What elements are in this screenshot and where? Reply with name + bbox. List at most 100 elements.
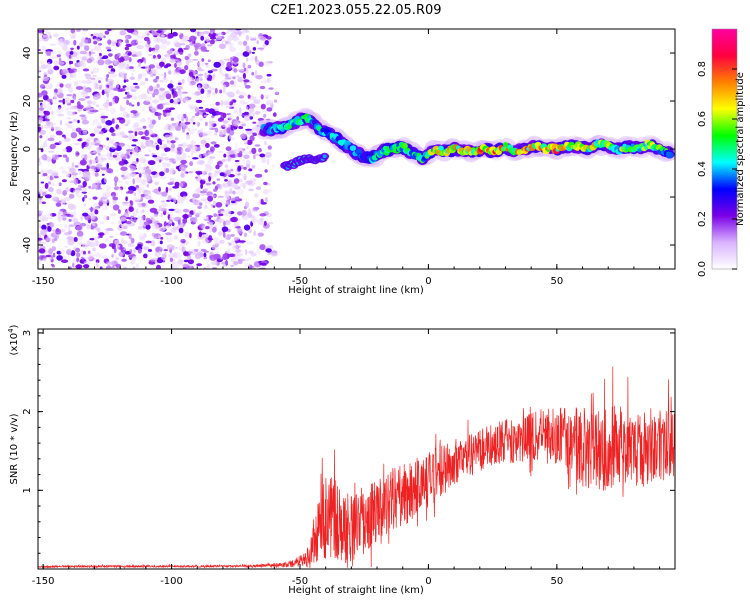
noise-speckle (227, 123, 231, 129)
noise-speckle (152, 205, 157, 208)
noise-speckle (188, 249, 196, 256)
noise-speckle (69, 68, 78, 73)
noise-speckle (53, 175, 59, 179)
noise-speckle (130, 215, 134, 218)
noise-speckle (216, 32, 224, 36)
noise-speckle (49, 83, 53, 89)
noise-speckle (101, 194, 108, 199)
noise-speckle (218, 218, 225, 224)
noise-speckle (263, 220, 267, 227)
noise-speckle (201, 238, 209, 245)
noise-speckle (82, 68, 90, 72)
noise-speckle (71, 210, 77, 216)
noise-speckle (266, 107, 273, 112)
noise-speckle (81, 115, 88, 121)
noise-speckle (109, 107, 116, 115)
noise-speckle (44, 194, 52, 199)
noise-speckle (91, 137, 95, 140)
noise-speckle (128, 66, 134, 69)
noise-speckle (106, 168, 114, 174)
noise-speckle (161, 94, 167, 98)
noise-speckle (169, 171, 174, 175)
noise-speckle (183, 264, 191, 268)
noise-speckle (233, 261, 239, 266)
noise-speckle (165, 112, 172, 117)
noise-speckle (80, 214, 84, 222)
noise-speckle (263, 181, 268, 186)
noise-speckle (102, 204, 107, 211)
noise-speckle (186, 144, 192, 149)
noise-speckle (141, 107, 146, 111)
noise-speckle (217, 195, 225, 198)
noise-speckle (182, 195, 188, 201)
noise-speckle (96, 121, 102, 128)
noise-speckle (195, 107, 199, 113)
noise-speckle (229, 47, 237, 52)
noise-speckle (154, 224, 160, 230)
noise-speckle (237, 40, 243, 46)
noise-speckle (127, 144, 131, 150)
noise-speckle (170, 48, 173, 53)
noise-speckle (51, 154, 60, 161)
x-tick-label: -150 (32, 576, 55, 587)
noise-speckle (207, 221, 214, 227)
noise-speckle (266, 158, 270, 165)
noise-speckle (248, 250, 254, 254)
noise-speckle (77, 119, 80, 124)
noise-speckle (203, 114, 208, 118)
noise-speckle (126, 63, 130, 71)
noise-speckle (92, 196, 98, 200)
noise-speckle (170, 117, 174, 121)
noise-speckle (165, 186, 169, 194)
noise-speckle (234, 196, 239, 200)
noise-speckle (90, 48, 94, 52)
noise-speckle (60, 200, 66, 203)
noise-speckle (192, 217, 198, 223)
noise-speckle (125, 173, 131, 180)
noise-speckle (224, 209, 232, 215)
noise-speckle (73, 217, 79, 223)
noise-speckle (186, 133, 191, 140)
noise-speckle (211, 226, 217, 233)
noise-speckle (214, 241, 221, 246)
noise-speckle (180, 43, 186, 46)
noise-speckle (147, 39, 151, 45)
noise-speckle (58, 140, 62, 145)
noise-speckle (233, 68, 238, 73)
noise-speckle (180, 142, 188, 148)
noise-speckle (155, 144, 160, 151)
noise-speckle (251, 71, 255, 76)
noise-speckle (180, 156, 185, 160)
noise-speckle (45, 238, 50, 241)
noise-speckle (223, 231, 226, 238)
noise-speckle (106, 74, 109, 78)
noise-speckle (40, 198, 44, 201)
noise-speckle (187, 259, 194, 265)
noise-speckle (145, 224, 151, 230)
noise-speckle (53, 197, 57, 200)
noise-speckle (78, 170, 82, 175)
noise-speckle (244, 232, 247, 237)
noise-speckle (211, 115, 215, 119)
noise-speckle (141, 202, 146, 207)
noise-speckle (251, 216, 256, 223)
noise-speckle (110, 29, 115, 32)
noise-speckle (243, 262, 251, 268)
noise-speckle (205, 143, 210, 148)
noise-speckle (208, 151, 212, 156)
noise-speckle (70, 29, 76, 34)
noise-speckle (121, 201, 130, 204)
noise-speckle (107, 49, 112, 52)
noise-speckle (250, 96, 258, 99)
noise-speckle (73, 80, 79, 86)
noise-speckle (81, 119, 89, 125)
noise-speckle (200, 248, 207, 252)
noise-speckle (46, 106, 53, 110)
noise-speckle (132, 211, 137, 217)
noise-speckle (111, 118, 116, 124)
noise-speckle (157, 239, 161, 246)
noise-speckle (108, 65, 114, 69)
noise-speckle (227, 114, 234, 120)
snr-panel: -150 -100 -50 0 50 1 2 3 Height of straight lin… (7, 324, 676, 596)
noise-speckle (39, 112, 45, 117)
